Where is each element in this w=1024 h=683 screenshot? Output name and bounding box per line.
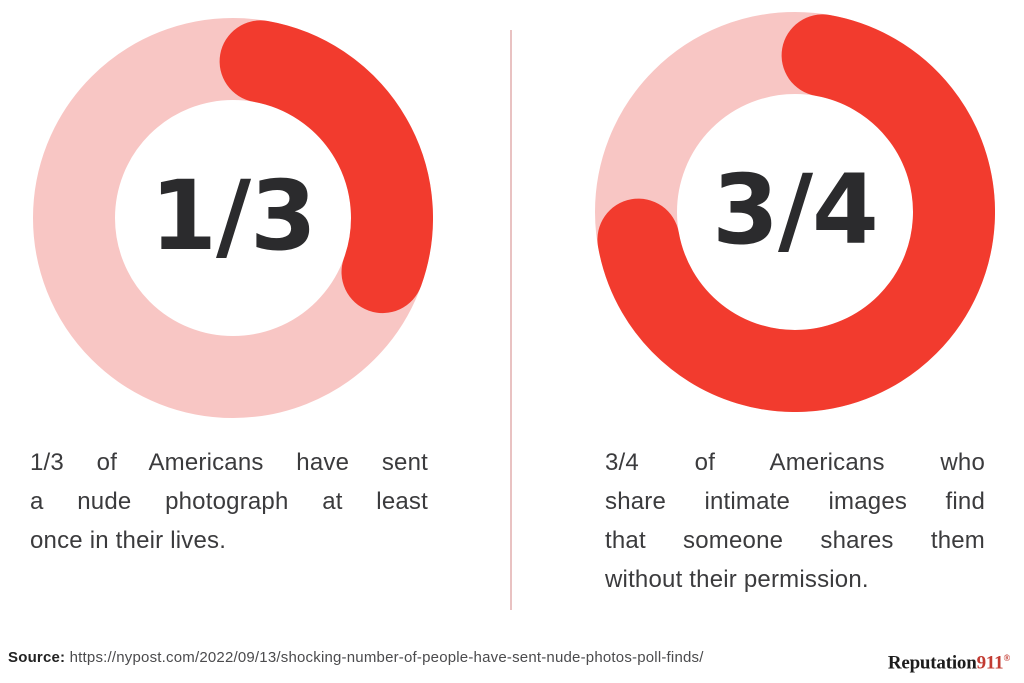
donut-filled-arc — [219, 20, 433, 314]
donut-center-label-right: 3/4 — [712, 154, 879, 266]
divider-line — [510, 30, 512, 610]
donut-chart-left: 1/3 — [33, 18, 433, 418]
source-line: Source: https://nypost.com/2022/09/13/sh… — [8, 648, 704, 668]
donut-filled-arc — [597, 14, 995, 412]
chart-caption-left: 1/3 of Americans have sent a nude photogr… — [30, 443, 428, 560]
brand-name-dark: Reputation — [887, 652, 977, 674]
source-url: https://nypost.com/2022/09/13/shocking-n… — [69, 649, 704, 666]
caption-line: once in their lives. — [30, 527, 227, 554]
caption-line: 3/4 of Americans who — [605, 449, 985, 476]
brand-name-red: 911 — [976, 652, 1004, 674]
donut-chart-right: 3/4 — [595, 12, 995, 412]
source-label: Source: — [8, 649, 66, 666]
registered-mark-icon: ® — [1003, 653, 1010, 663]
caption-line: a nude photograph at least — [30, 488, 428, 515]
caption-line: without their permission. — [605, 566, 869, 593]
caption-line: that someone shares them — [605, 527, 985, 554]
caption-line: share intimate images find — [605, 488, 985, 515]
donut-svg-left — [33, 18, 433, 418]
caption-line: 1/3 of Americans have sent — [30, 449, 428, 476]
brand-logo: Reputation911® — [888, 648, 1010, 673]
donut-center-label-left: 1/3 — [150, 160, 317, 272]
chart-caption-right: 3/4 of Americans who share intimate image… — [605, 443, 985, 599]
donut-svg-right — [595, 12, 995, 412]
